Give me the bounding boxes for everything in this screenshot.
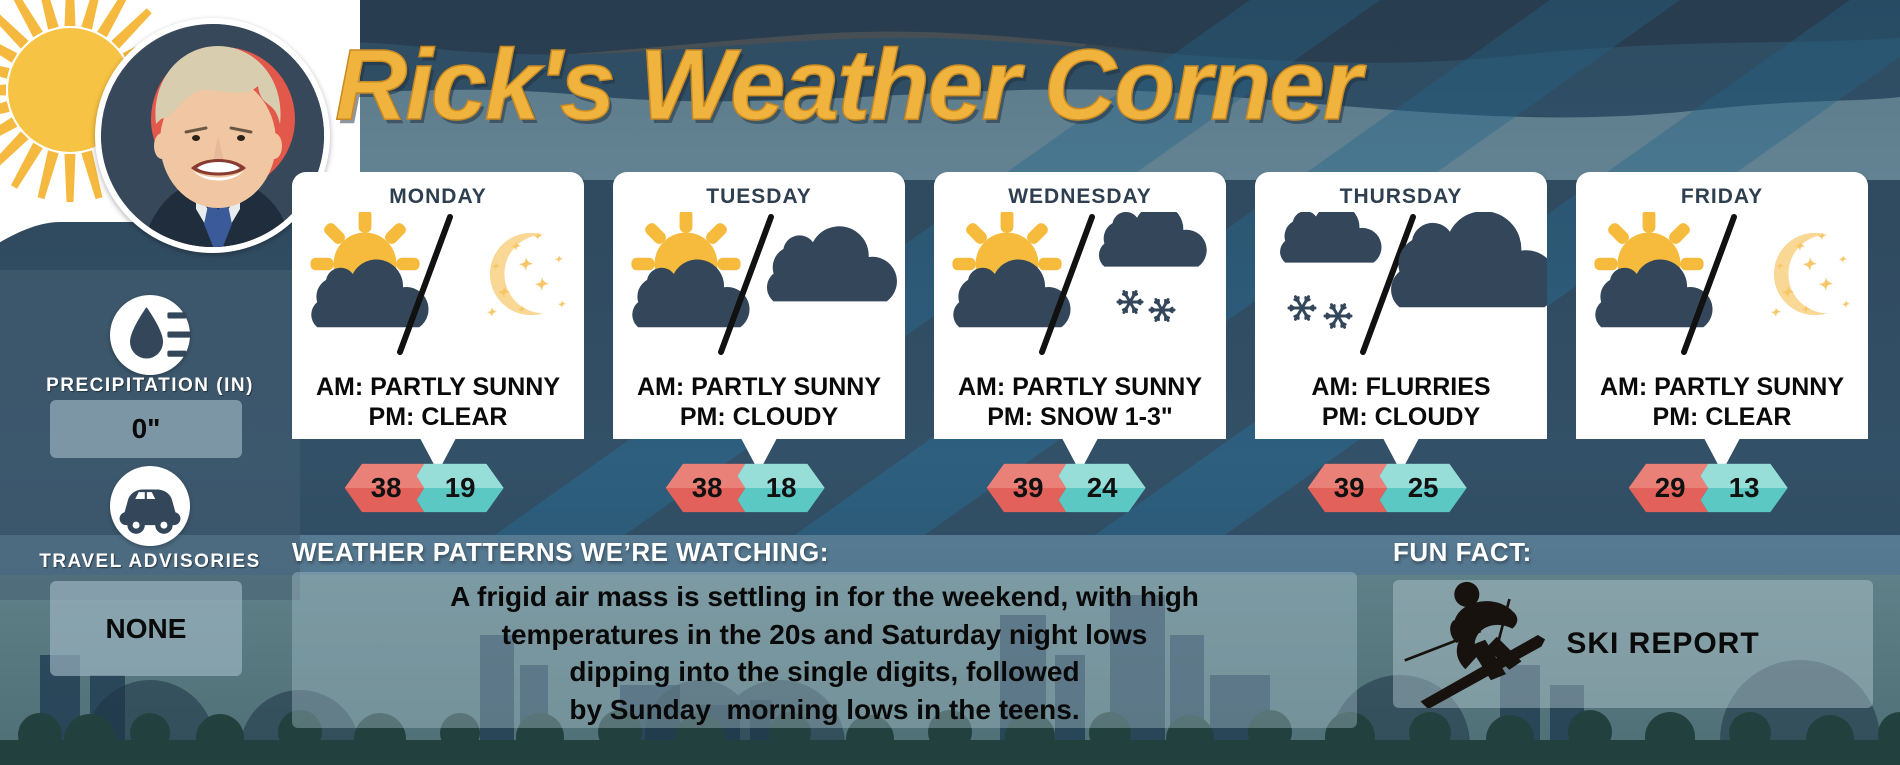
svg-text:19: 19	[445, 472, 476, 503]
svg-text:13: 13	[1729, 472, 1760, 503]
svg-text:38: 38	[371, 472, 402, 503]
svg-text:24: 24	[1087, 472, 1118, 503]
svg-text:39: 39	[1334, 472, 1365, 503]
svg-text:39: 39	[1013, 472, 1044, 503]
svg-text:18: 18	[766, 472, 797, 503]
svg-text:38: 38	[692, 472, 723, 503]
svg-text:25: 25	[1408, 472, 1439, 503]
svg-text:29: 29	[1655, 472, 1686, 503]
